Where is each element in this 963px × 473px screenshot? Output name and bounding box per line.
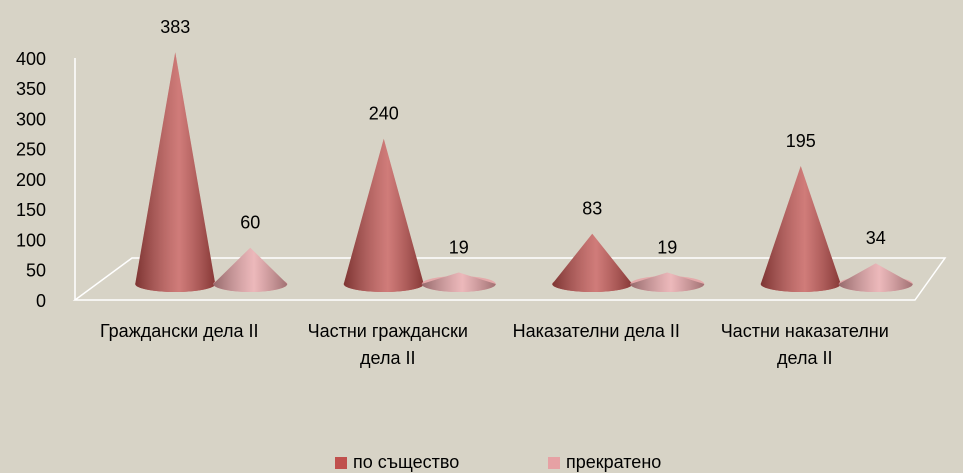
cone-shade <box>213 247 288 292</box>
y-tick-label: 50 <box>26 261 46 281</box>
y-tick-label: 300 <box>16 109 46 129</box>
data-label: 83 <box>582 199 602 219</box>
data-label: 240 <box>369 104 399 124</box>
y-tick-label: 100 <box>16 230 46 250</box>
cone-shade <box>135 52 216 292</box>
y-tick-label: 150 <box>16 200 46 220</box>
cone-shade <box>838 263 913 292</box>
data-label: 195 <box>786 131 816 151</box>
x-tick-label: Граждански дела II <box>99 321 259 341</box>
cone-shade <box>760 166 841 292</box>
y-tick-label: 0 <box>36 291 46 311</box>
y-tick-label: 250 <box>16 140 46 160</box>
data-label: 60 <box>240 212 260 232</box>
data-label: 383 <box>160 17 190 37</box>
y-tick-label: 200 <box>16 170 46 190</box>
cone-shade <box>552 233 633 292</box>
y-tick-label: 400 <box>16 49 46 69</box>
data-label: 19 <box>449 237 469 257</box>
legend-label: прекратено <box>566 452 661 472</box>
cone-shade <box>343 138 424 292</box>
x-tick-label: Частни граждански дела II <box>307 321 468 368</box>
data-label: 19 <box>657 237 677 257</box>
x-tick-label: Частни наказателни дела II <box>720 321 889 368</box>
legend-swatch <box>548 457 560 469</box>
legend-label: по същество <box>353 452 459 472</box>
legend-swatch <box>335 457 347 469</box>
cone-shade <box>630 272 705 292</box>
x-tick-label: Наказателни дела II <box>512 321 680 341</box>
data-label: 34 <box>866 228 886 248</box>
y-tick-label: 350 <box>16 79 46 99</box>
floor <box>72 257 947 301</box>
cone-shade <box>421 272 496 292</box>
